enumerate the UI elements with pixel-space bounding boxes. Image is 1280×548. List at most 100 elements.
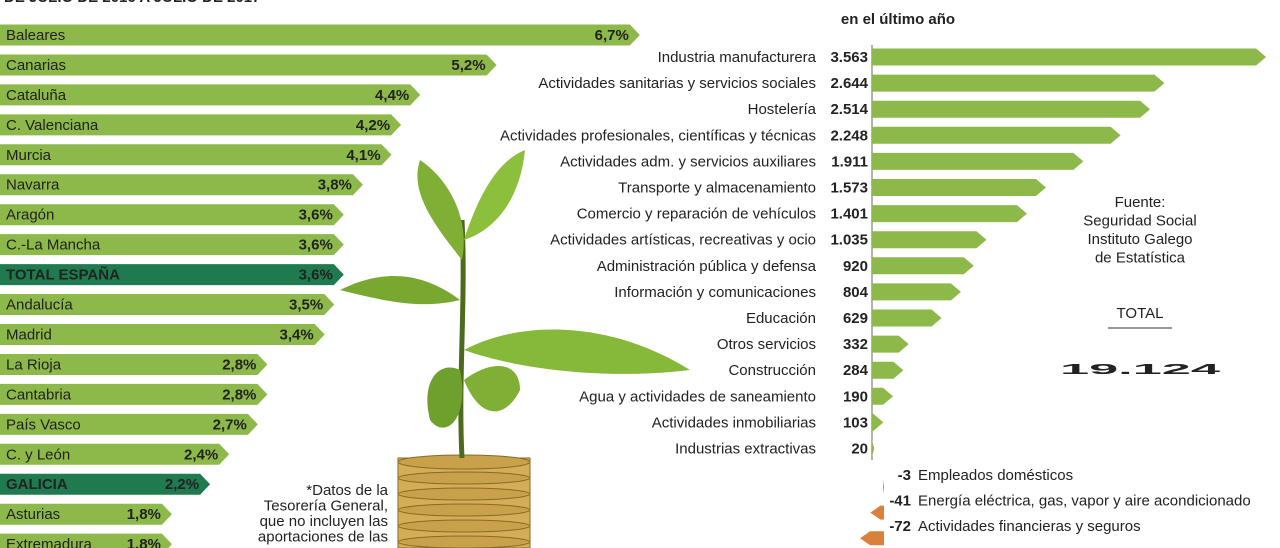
category-label: Actividades financieras y seguros [918, 518, 1141, 535]
source-note: Instituto Galego [1087, 231, 1192, 248]
value-label: 3.563 [830, 49, 868, 66]
bar [872, 48, 1267, 66]
source-note: Fuente: [1115, 194, 1166, 211]
footnote: *Datos de la [306, 482, 388, 499]
category-label: Asturias [6, 506, 60, 523]
value-label: 4,1% [346, 147, 380, 164]
bar [0, 174, 363, 196]
category-label: Baleares [6, 27, 65, 44]
value-label: 20 [851, 440, 868, 457]
footnote: aportaciones de las [258, 528, 388, 545]
category-label: Industria manufacturera [658, 49, 817, 66]
value-label: 2.514 [830, 101, 868, 118]
bar [0, 503, 172, 525]
bar [0, 24, 640, 46]
category-label: C.-La Mancha [6, 237, 101, 254]
bar [883, 480, 884, 494]
value-label: 3,6% [299, 237, 333, 254]
value-label: 332 [843, 336, 868, 353]
bar [0, 413, 258, 435]
category-label: Construcción [728, 362, 816, 379]
value-label: 920 [843, 258, 868, 275]
bar [0, 144, 392, 166]
footnote: que no incluyen las [260, 513, 388, 530]
value-label: 2,4% [184, 446, 218, 463]
value-label: 3,4% [279, 326, 313, 343]
bar [872, 257, 974, 275]
category-label: Otros servicios [717, 336, 816, 353]
category-label: Actividades sanitarias y servicios socia… [538, 75, 816, 92]
bar [0, 234, 344, 256]
bar [872, 100, 1151, 118]
value-label: 2,2% [165, 476, 199, 493]
value-label: 629 [843, 310, 868, 327]
category-label: País Vasco [6, 416, 81, 433]
value-label: 2,8% [222, 356, 256, 373]
category-label: Cantabria [6, 386, 72, 403]
bar [872, 179, 1046, 196]
bar [872, 152, 1084, 170]
chart-title: DE JULIO DE 2016 A JULIO DE 2017 [4, 0, 261, 6]
bar [872, 126, 1121, 144]
bar [860, 531, 884, 546]
bar [0, 114, 402, 136]
bar [872, 231, 987, 249]
value-label: 1,8% [127, 536, 161, 548]
bar [0, 533, 172, 548]
category-label: Extremadura [6, 536, 93, 548]
value-label: 1,8% [127, 506, 161, 523]
bar [872, 335, 909, 353]
value-label: 1.573 [830, 179, 868, 196]
value-label: 3,8% [318, 177, 352, 194]
value-label: 2.644 [830, 75, 868, 92]
plant-illustration [340, 150, 690, 548]
source-note: Seguridad Social [1083, 212, 1196, 229]
total-label: TOTAL [1117, 305, 1164, 322]
category-label: Andalucía [6, 297, 73, 314]
bar [0, 473, 211, 495]
category-label: Madrid [6, 326, 52, 343]
value-label: 284 [843, 362, 869, 379]
category-label: Energía eléctrica, gas, vapor y aire aco… [918, 493, 1251, 510]
category-label: Actividades artísticas, recreativas y oc… [550, 232, 816, 249]
bar [872, 413, 884, 431]
bar [0, 264, 344, 286]
category-label: Navarra [6, 177, 60, 194]
category-label: Actividades inmobiliarias [652, 414, 816, 431]
bar [872, 283, 961, 301]
value-label: 1.911 [831, 153, 868, 170]
value-label: 5,2% [451, 57, 485, 74]
bar [872, 205, 1027, 223]
value-label: -3 [898, 467, 911, 484]
category-label: Actividades profesionales, científicas y… [500, 127, 816, 144]
value-label: 2,7% [213, 416, 247, 433]
bar [872, 440, 875, 457]
category-label: C. Valenciana [6, 117, 99, 134]
category-label: Cataluña [6, 87, 67, 104]
bar [872, 309, 942, 327]
category-label: Educación [746, 310, 816, 327]
category-label: La Rioja [6, 356, 62, 373]
bar [0, 383, 268, 405]
category-label: Administración pública y defensa [597, 258, 817, 275]
category-label: GALICIA [6, 476, 68, 493]
category-label: Agua y actividades de saneamiento [579, 388, 816, 405]
bar [872, 74, 1165, 92]
bar [872, 387, 894, 405]
value-label: 3,6% [299, 267, 333, 284]
total-value: 19.124 [1060, 361, 1222, 378]
value-label: 4,2% [356, 117, 390, 134]
bar [0, 54, 497, 76]
category-label: Información y comunicaciones [614, 284, 816, 301]
value-label: 6,7% [595, 27, 629, 44]
bar [0, 204, 344, 226]
value-label: -41 [889, 493, 911, 510]
footnote: Tesorería General, [264, 497, 388, 514]
category-label: Actividades adm. y servicios auxiliares [560, 153, 816, 170]
value-label: 190 [843, 388, 868, 405]
bar [872, 361, 904, 379]
category-label: Hostelería [748, 101, 817, 118]
category-label: Comercio y reparación de vehículos [577, 206, 816, 223]
source-note: de Estatística [1095, 249, 1186, 266]
